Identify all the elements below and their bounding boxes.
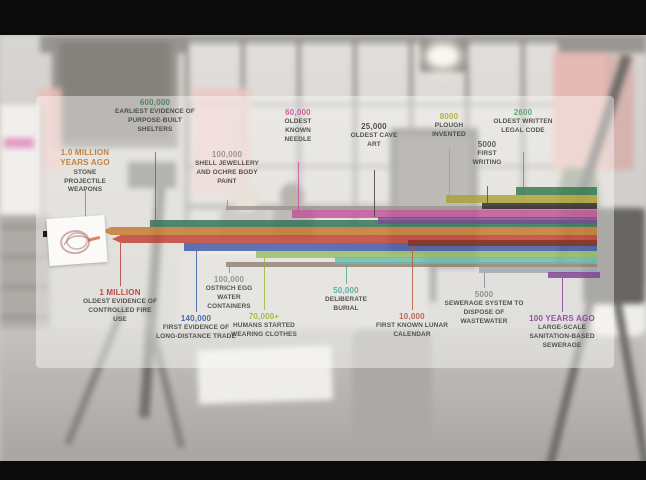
event-description: OLDEST CAVE ART (350, 132, 398, 149)
camera-head (128, 162, 176, 188)
timeline-guide-line (155, 152, 156, 220)
presentation-chart-strip (4, 138, 34, 148)
letterbox-top (0, 0, 646, 35)
event-description: FIRST EVIDENCE OF LONG-DISTANCE TRADE (156, 324, 236, 341)
timeline-event-label: 25,000 OLDEST CAVE ART (346, 122, 402, 150)
timeline-event-label: 100,000 OSTRICH EGG WATER CONTAINERS (197, 275, 261, 312)
studio-light-glow (428, 46, 458, 66)
timeline-event-label: 2600 OLDEST WRITTEN LEGAL CODE (487, 108, 559, 136)
sketch-card (46, 215, 108, 266)
event-date: 25,000 (361, 122, 387, 131)
timeline-event-label: 5000 FIRST WRITING (464, 140, 510, 168)
shelf-unit (0, 215, 50, 345)
event-description: FIRST WRITING (472, 150, 502, 167)
timeline-guide-line (484, 273, 485, 288)
event-date: 8000 (439, 112, 459, 121)
timeline-bar (548, 272, 600, 278)
timeline-guide-line (85, 190, 86, 227)
timeline-bar (256, 251, 597, 258)
timeline-bar (335, 257, 597, 264)
timeline-event-label: 100 YEARS AGO LARGE-SCALE SANITATION-BASE… (521, 314, 603, 351)
timeline-event-label: 600,000 EARLIEST EVIDENCE OF PURPOSE-BUIL… (113, 98, 197, 135)
event-date: 60,000 (285, 108, 311, 117)
timeline-event-label: 5000 SEWERAGE SYSTEM TO DISPOSE OF WASTEW… (440, 290, 528, 327)
timeline-bar (446, 195, 597, 203)
timeline-guide-line (487, 186, 488, 203)
event-date: 100,000 (213, 275, 245, 284)
event-date: 50,000 (333, 286, 359, 295)
timeline-event-label: 8000 PLOUGH INVENTED (423, 112, 475, 140)
timeline-bar (479, 267, 597, 273)
timeline-bar (184, 243, 597, 251)
guest-head (280, 183, 304, 209)
event-date: 100 YEARS AGO (529, 314, 595, 323)
timeline-event-label: 60,000 OLDEST KNOWN NEEDLE (275, 108, 321, 145)
timeline-guide-line (298, 162, 299, 210)
timeline-guide-line (346, 264, 347, 284)
timeline-guide-line (196, 251, 197, 312)
event-date: 100,000 (211, 150, 243, 159)
presentation-screen (0, 105, 43, 215)
event-date: 70,000+ (248, 312, 280, 321)
studio-sofa (178, 254, 428, 334)
timeline-bar (226, 206, 597, 210)
timeline-guide-line (449, 148, 450, 195)
event-description: EARLIEST EVIDENCE OF PURPOSE-BUILT SHELT… (114, 108, 195, 133)
event-date: 5000 (474, 290, 494, 299)
event-description: SHELL JEWELLERY AND OCHRE BODY PAINT (195, 160, 259, 185)
timeline-guide-line (412, 246, 413, 310)
timeline-bar (112, 235, 597, 243)
event-description: OLDEST EVIDENCE OF CONTROLLED FIRE USE (82, 298, 158, 323)
event-date: 1 MILLION (99, 288, 141, 297)
event-description: PLOUGH INVENTED (432, 122, 466, 139)
timeline-bar (408, 240, 597, 246)
event-description: HUMANS STARTED WEARING CLOTHES (231, 322, 297, 339)
letterbox-bottom (0, 461, 646, 480)
pink-wall-panel (193, 88, 252, 195)
event-date: 5000 (477, 140, 497, 149)
studio-tv-stand (430, 268, 436, 302)
event-date: 10,000 (399, 312, 425, 321)
timeline-guide-line (227, 200, 228, 207)
event-description: LARGE-SCALE SANITATION-BASED SEWERAGE (529, 324, 595, 349)
timeline-guide-line (523, 152, 524, 187)
event-date: 600,000 (139, 98, 171, 107)
timeline-guide-line (264, 258, 265, 310)
timeline-bar (226, 262, 597, 267)
event-date: 1.0 MILLION YEARS AGO (60, 148, 110, 168)
timeline-guide-line (374, 170, 375, 217)
event-description: OLDEST KNOWN NEEDLE (284, 118, 312, 143)
event-description: FIRST KNOWN LUNAR CALENDAR (375, 322, 449, 339)
stone-tool-sketch-icon (60, 230, 101, 255)
timeline-event-label: 1 MILLION OLDEST EVIDENCE OF CONTROLLED F… (81, 288, 159, 325)
timeline-guide-line (562, 278, 563, 312)
timeline-event-label: 140,000 FIRST EVIDENCE OF LONG-DISTANCE T… (153, 314, 239, 342)
timeline-guide-line (229, 267, 230, 273)
wall-monitor-screen (60, 42, 170, 140)
event-description: DELIBERATE BURIAL (324, 296, 368, 313)
timeline-bar (102, 227, 597, 235)
event-description: OSTRICH EGG WATER CONTAINERS (205, 285, 253, 310)
timeline-event-label: 70,000+ HUMANS STARTED WEARING CLOTHES (222, 312, 306, 340)
timeline-bar (378, 217, 597, 224)
event-description: OLDEST WRITTEN LEGAL CODE (493, 118, 553, 135)
event-description: STONE PROJECTILE WEAPONS (64, 168, 106, 194)
event-description: SEWERAGE SYSTEM TO DISPOSE OF WASTEWATER (444, 300, 524, 325)
timeline-bar (150, 220, 597, 227)
event-date: 140,000 (180, 314, 212, 323)
timeline-event-label: 10,000 FIRST KNOWN LUNAR CALENDAR (372, 312, 452, 340)
timeline-bar (292, 210, 597, 218)
timeline-bar (516, 187, 597, 195)
timeline-guide-line (120, 243, 121, 286)
timeline-bar (482, 203, 597, 209)
timeline-event-label: 100,000 SHELL JEWELLERY AND OCHRE BODY PA… (193, 150, 261, 187)
event-date: 2600 (513, 108, 533, 117)
timeline-start-marker (43, 231, 47, 237)
studio-chair (352, 330, 432, 438)
timeline-event-label: 50,000 DELIBERATE BURIAL (317, 286, 375, 314)
